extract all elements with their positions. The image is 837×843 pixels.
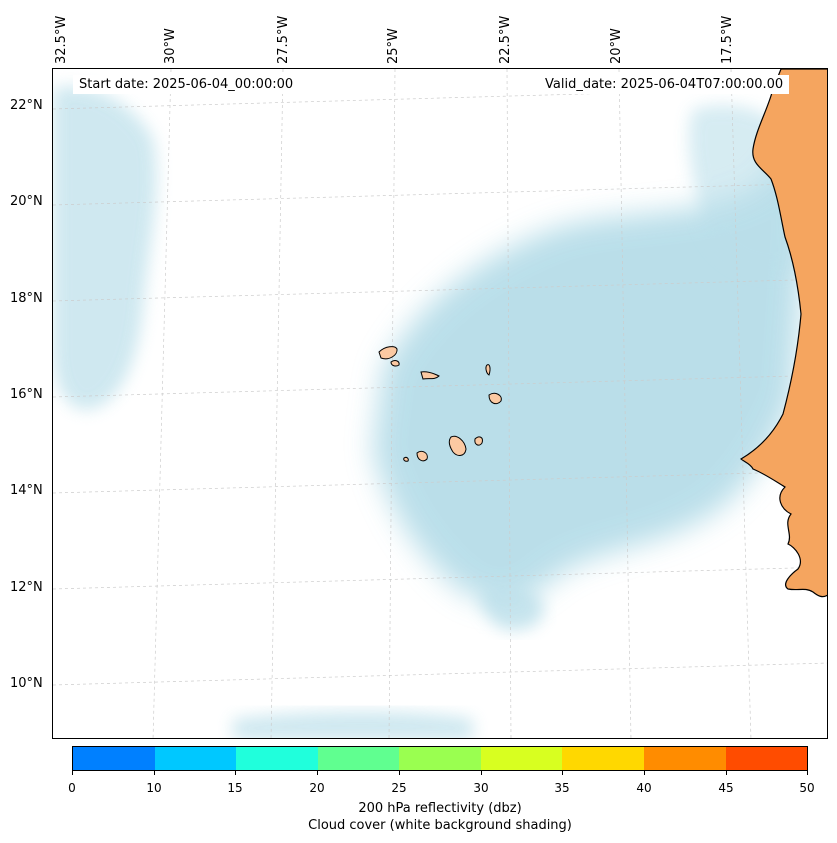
lat-label-14n: 14°N (10, 483, 43, 498)
colorbar-tickmark-0 (72, 771, 73, 775)
lon-label-27-5w: 27.5°W (276, 15, 291, 64)
cloud-cover-layer (53, 86, 813, 738)
island-boa-vista (488, 392, 502, 405)
cape-verde-islands (378, 346, 502, 462)
island-santiago (448, 435, 467, 456)
colorbar-tickmark-15 (235, 771, 236, 775)
colorbar-tick-20: 20 (309, 781, 325, 795)
colorbar-tick-45: 45 (718, 781, 734, 795)
island-santo-antao (378, 346, 398, 360)
island-maio (474, 436, 483, 446)
colorbar-segment-2 (236, 747, 318, 770)
lat-label-20n: 20°N (10, 194, 43, 209)
colorbar-segment-6 (562, 747, 644, 770)
lon-label-32-5w: 32.5°W (54, 15, 69, 64)
lat-label-16n: 16°N (10, 387, 43, 402)
valid-date-label: Valid_date: 2025-06-04T07:00:00.00 (539, 75, 790, 94)
colorbar-tick-0: 0 (68, 781, 76, 795)
start-date-label: Start date: 2025-06-04_00:00:00 (73, 75, 300, 94)
colorbar-tickmark-40 (644, 771, 645, 775)
colorbar-segment-0 (73, 747, 155, 770)
lat-label-22n: 22°N (10, 98, 43, 113)
lon-label-20w: 20°W (609, 28, 624, 64)
colorbar-segment-1 (154, 747, 237, 770)
colorbar-tick-35: 35 (554, 781, 570, 795)
colorbar-segment-5 (480, 747, 563, 770)
colorbar-sublabel: Cloud cover (white background shading) (308, 818, 572, 833)
lon-label-30w: 30°W (163, 28, 178, 64)
colorbar-tickmark-35 (562, 771, 563, 775)
colorbar-tick-15: 15 (227, 781, 243, 795)
island-sao-vicente (390, 360, 400, 367)
map-canvas (53, 69, 827, 738)
colorbar-tickmark-50 (807, 771, 808, 775)
colorbar-tick-40: 40 (636, 781, 652, 795)
colorbar-tickmark-25 (399, 771, 400, 775)
colorbar-segment-8 (725, 747, 808, 770)
colorbar-segment-4 (399, 747, 481, 770)
colorbar-tickmark-10 (154, 771, 155, 775)
lon-label-25w: 25°W (386, 28, 401, 64)
lon-label-22-5w: 22.5°W (498, 15, 513, 64)
colorbar-segment-3 (317, 747, 400, 770)
colorbar-tick-30: 30 (473, 781, 489, 795)
lat-label-12n: 12°N (10, 580, 43, 595)
colorbar-tick-10: 10 (146, 781, 162, 795)
colorbar-label: 200 hPa reflectivity (dbz) (358, 801, 522, 816)
island-sao-nicolau (420, 371, 440, 380)
colorbar (72, 746, 808, 771)
colorbar-tick-50: 50 (799, 781, 815, 795)
africa-landmass (740, 69, 827, 598)
lat-label-10n: 10°N (10, 676, 43, 691)
island-fogo (416, 450, 428, 462)
colorbar-tick-25: 25 (391, 781, 407, 795)
colorbar-tickmark-30 (481, 771, 482, 775)
colorbar-segment-7 (643, 747, 726, 770)
colorbar-tickmark-20 (317, 771, 318, 775)
map-panel[interactable] (52, 68, 828, 739)
lat-label-18n: 18°N (10, 291, 43, 306)
island-sal (485, 364, 491, 376)
colorbar-tickmark-45 (726, 771, 727, 775)
lon-label-17-5w: 17.5°W (720, 15, 735, 64)
island-brava (403, 456, 409, 462)
graticule (53, 69, 827, 738)
